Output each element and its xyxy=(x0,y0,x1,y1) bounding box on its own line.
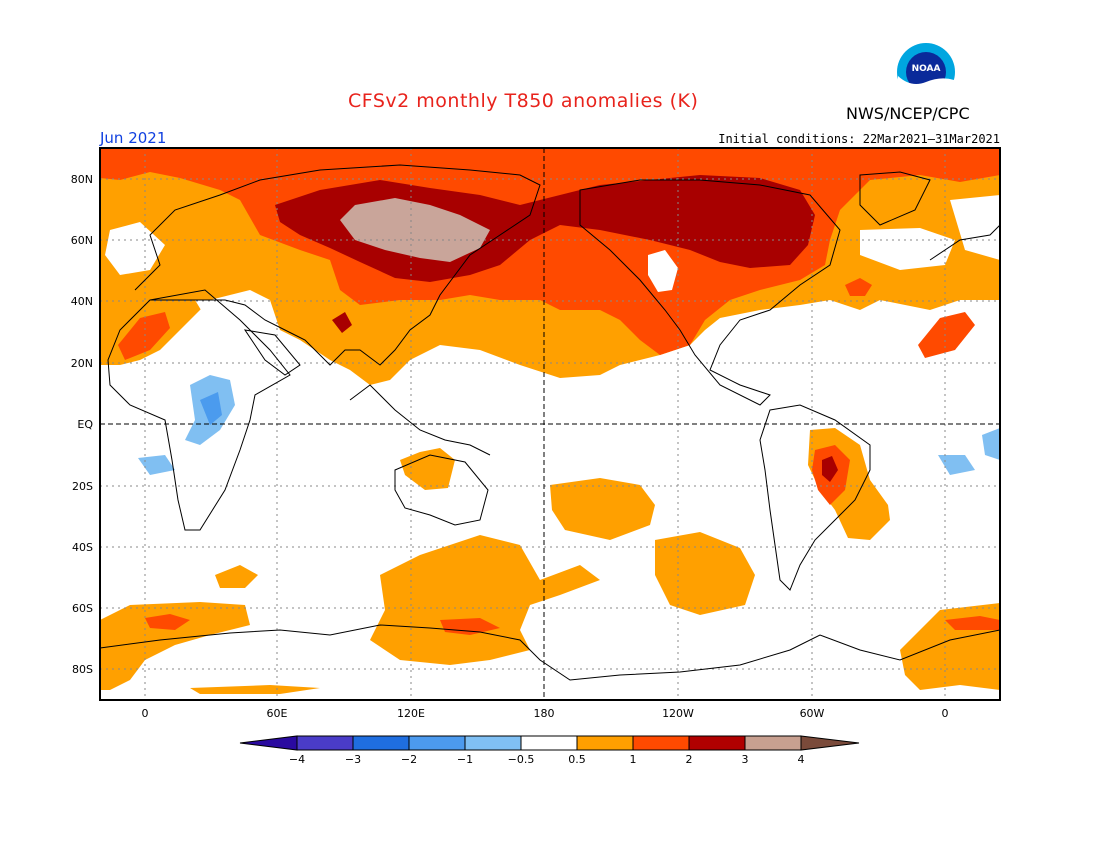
colorbar-ticks: −4 −3 −2 −1 −0.5 0.5 1 2 3 4 xyxy=(289,753,805,766)
map-title: CFSv2 monthly T850 anomalies (K) xyxy=(348,90,699,112)
colorbar-swatch xyxy=(408,735,466,751)
lon-label: 60E xyxy=(267,707,288,720)
lon-label: 120W xyxy=(662,707,694,720)
colorbar-swatch xyxy=(688,735,746,751)
anomaly-sh-red-3 xyxy=(945,616,1000,630)
colorbar-arrow-high xyxy=(800,735,860,751)
anomaly-region-tan xyxy=(340,198,490,262)
colorbar-tick-label: 4 xyxy=(798,753,805,766)
initial-conditions: Initial conditions: 22Mar2021–31Mar2021 xyxy=(718,132,1000,146)
colorbar-tick-label: 0.5 xyxy=(568,753,586,766)
anomaly-sh-red-2 xyxy=(440,618,500,635)
coast-eurasia xyxy=(134,164,541,366)
agency-label: NWS/NCEP/CPC xyxy=(846,104,970,123)
lat-label: 60N xyxy=(71,234,93,247)
lon-label: 120E xyxy=(397,707,425,720)
coast-north-america xyxy=(579,179,841,406)
colorbar-tick-label: −0.5 xyxy=(508,753,535,766)
lon-label: 0 xyxy=(942,707,949,720)
coast-africa xyxy=(107,289,291,531)
colorbar-tick-label: 2 xyxy=(686,753,693,766)
colorbar-arrow-low xyxy=(239,735,298,751)
anomaly-gap-mideast xyxy=(195,300,300,365)
anomaly-neg-africa-2 xyxy=(200,392,222,425)
anomaly-neg-africa-east xyxy=(938,455,975,475)
colorbar-swatch xyxy=(744,735,802,751)
anomaly-gap-west xyxy=(950,195,1000,260)
forecast-month: Jun 2021 xyxy=(100,129,167,147)
coast-antarctica xyxy=(100,624,1000,681)
lat-label: 60S xyxy=(72,602,93,615)
lat-label: EQ xyxy=(77,418,93,431)
coast-australia xyxy=(394,454,489,526)
anomaly-sh-southern-ocean-2 xyxy=(655,532,755,615)
lon-label: 60W xyxy=(800,707,825,720)
noaa-logo: NOAA xyxy=(896,42,956,104)
lat-label: 40S xyxy=(72,541,93,554)
lat-axis-labels: 80N 60N 40N 20N EQ 20S 40S 60S 80S xyxy=(71,173,94,676)
coastlines xyxy=(100,164,1000,681)
anomaly-sh-red-1 xyxy=(145,614,190,630)
lat-label: 20N xyxy=(71,357,93,370)
anomaly-neg-east-edge xyxy=(982,428,1000,460)
colorbar-swatch xyxy=(520,735,578,751)
anomaly-sh-south-pacific xyxy=(550,478,655,540)
anomaly-sh-australia xyxy=(400,448,455,490)
anomaly-blob-india xyxy=(332,312,352,333)
anomaly-blob-atlantic xyxy=(845,278,872,296)
anomaly-blob-sahara-west xyxy=(118,312,170,360)
lon-label: 180 xyxy=(534,707,555,720)
lat-label: 80S xyxy=(72,663,93,676)
anomaly-fields xyxy=(100,148,1000,694)
anomaly-neg-africa-3 xyxy=(138,455,175,475)
colorbar-swatch xyxy=(352,735,410,751)
coast-europe-east xyxy=(929,224,1000,261)
anomaly-sh-antarctic-west xyxy=(100,602,250,690)
lat-label: 20S xyxy=(72,480,93,493)
anomaly-sh-south-strip xyxy=(190,685,320,694)
lat-label: 80N xyxy=(71,173,93,186)
colorbar-tick-label: 1 xyxy=(630,753,637,766)
map-frame xyxy=(99,147,1001,701)
colorbar-swatch xyxy=(576,735,634,751)
colorbar-tick-label: −1 xyxy=(457,753,473,766)
coast-se-asia xyxy=(349,384,491,456)
colorbar xyxy=(239,735,860,751)
colorbar-tick-label: −2 xyxy=(401,753,417,766)
colorbar-swatch xyxy=(296,735,354,751)
anomaly-sh-sa-darkred xyxy=(822,456,838,482)
anomaly-gap-npacific xyxy=(648,250,678,292)
lon-label: 0 xyxy=(142,707,149,720)
lat-label: 40N xyxy=(71,295,93,308)
coast-greenland xyxy=(859,171,931,226)
equator-dateline xyxy=(100,148,1000,700)
anomaly-blob-sahara-east xyxy=(918,312,975,358)
lon-axis-labels: 0 60E 120E 180 120W 60W 0 xyxy=(142,707,949,720)
anomaly-sh-southern-ocean-3 xyxy=(215,565,258,588)
colorbar-swatch xyxy=(464,735,522,751)
colorbar-tick-label: −3 xyxy=(345,753,361,766)
coast-arabia xyxy=(243,329,301,376)
colorbar-tick-label: 3 xyxy=(742,753,749,766)
colorbar-tick-label: −4 xyxy=(289,753,305,766)
colorbar-swatch xyxy=(632,735,690,751)
anomaly-sh-southern-ocean-1 xyxy=(370,535,600,665)
coast-south-america xyxy=(759,404,871,591)
noaa-logo-text: NOAA xyxy=(912,64,941,74)
